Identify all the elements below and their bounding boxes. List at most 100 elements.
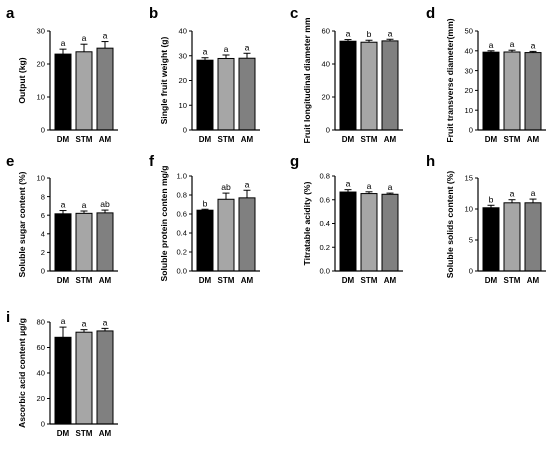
panel-letter: a xyxy=(6,5,15,22)
y-tick-label: 0 xyxy=(183,126,187,135)
bar-stm xyxy=(75,331,93,425)
bar-stm xyxy=(503,51,521,131)
bar-dm xyxy=(339,191,357,272)
category-label: STM xyxy=(76,429,93,438)
category-label: DM xyxy=(57,135,70,144)
y-tick-label: 5 xyxy=(469,236,473,245)
bar-am xyxy=(524,52,542,131)
category-label: AM xyxy=(384,135,397,144)
significance-label: a xyxy=(531,40,536,50)
category-label: STM xyxy=(504,135,521,144)
significance-label: a xyxy=(82,319,87,329)
y-tick-label: 30 xyxy=(179,51,187,60)
panel-letter: c xyxy=(290,5,298,22)
bar-dm xyxy=(482,51,500,131)
bar-dm xyxy=(54,213,72,272)
bar-stm xyxy=(217,198,235,272)
bar-am xyxy=(96,212,114,272)
y-tick-label: 20 xyxy=(37,60,45,69)
y-tick-label: 6 xyxy=(41,211,45,220)
panel-h: h b DM a STM a AM 0 5 10 15 Soluble solids content … xyxy=(426,153,546,285)
panel-letter: e xyxy=(6,153,14,170)
significance-label: a xyxy=(61,38,66,48)
y-tick-label: 20 xyxy=(179,76,187,85)
category-label: AM xyxy=(99,276,112,285)
significance-label: ab xyxy=(100,199,110,209)
y-tick-label: 40 xyxy=(322,60,330,69)
significance-label: a xyxy=(245,179,250,189)
y-tick-label: 0 xyxy=(41,267,45,276)
category-label: STM xyxy=(218,276,235,285)
y-tick-label: 10 xyxy=(465,205,473,214)
category-label: DM xyxy=(485,135,498,144)
bar-dm xyxy=(339,40,357,131)
y-tick-label: 0 xyxy=(469,267,473,276)
y-tick-label: 60 xyxy=(37,343,45,352)
bar-dm xyxy=(54,53,72,131)
category-label: STM xyxy=(504,276,521,285)
panel-d: d a DM a STM a AM 0 10 20 30 40 50 Fruit transverse d… xyxy=(426,5,546,144)
significance-label: b xyxy=(367,29,372,39)
y-tick-label: 0.2 xyxy=(319,243,330,252)
panel-letter: d xyxy=(426,5,435,22)
y-tick-label: 10 xyxy=(37,93,45,102)
significance-label: b xyxy=(203,198,208,208)
y-tick-label: 80 xyxy=(37,318,45,327)
panel-a: a a DM a STM a AM 0 10 20 30 Output (kg) xyxy=(6,5,118,144)
panel-b: b a DM a STM a AM 0 10 20 30 40 Single fruit weight … xyxy=(149,5,260,144)
significance-label: a xyxy=(388,182,393,192)
significance-label: a xyxy=(346,179,351,189)
significance-label: a xyxy=(103,31,108,41)
panel-g: g a DM a STM a AM 0.0 0.2 0.4 0.6 0.8 Titratable aci… xyxy=(290,153,403,285)
panel-letter: h xyxy=(426,153,435,170)
significance-label: a xyxy=(61,200,66,210)
significance-label: a xyxy=(103,317,108,327)
y-tick-label: 20 xyxy=(37,394,45,403)
y-tick-label: 0.4 xyxy=(319,219,330,228)
y-axis-title: Soluble solids content (%) xyxy=(445,171,455,279)
y-axis-title: Single fruit weight (g) xyxy=(159,36,169,124)
category-label: DM xyxy=(57,429,70,438)
y-tick-label: 20 xyxy=(465,86,473,95)
y-tick-label: 10 xyxy=(179,101,187,110)
y-axis-title: Output (kg) xyxy=(17,57,27,103)
significance-label: a xyxy=(367,181,372,191)
significance-label: a xyxy=(510,189,515,199)
y-tick-label: 0.0 xyxy=(176,267,187,276)
bar-am xyxy=(238,197,256,272)
significance-label: a xyxy=(82,33,87,43)
y-tick-label: 4 xyxy=(41,230,45,239)
panel-letter: i xyxy=(6,309,10,326)
category-label: DM xyxy=(57,276,70,285)
y-tick-label: 2 xyxy=(41,248,45,257)
panel-f: f b DM ab STM a AM 0.0 0.2 0.4 0.6 0.8 1.0 Soluble pr… xyxy=(149,153,260,285)
category-label: AM xyxy=(527,276,540,285)
category-label: AM xyxy=(99,429,112,438)
category-label: DM xyxy=(199,135,212,144)
significance-label: a xyxy=(224,44,229,54)
bar-dm xyxy=(196,209,214,272)
bar-stm xyxy=(75,51,93,131)
significance-label: a xyxy=(203,47,208,57)
y-tick-label: 0.6 xyxy=(176,210,187,219)
bar-am xyxy=(96,330,114,425)
y-tick-label: 1.0 xyxy=(176,172,187,181)
bar-dm xyxy=(54,336,72,425)
y-tick-label: 0.0 xyxy=(319,267,330,276)
y-tick-label: 0.6 xyxy=(319,195,330,204)
category-label: DM xyxy=(342,135,355,144)
category-label: DM xyxy=(342,276,355,285)
category-label: AM xyxy=(99,135,112,144)
bar-am xyxy=(96,47,114,131)
significance-label: ab xyxy=(221,182,231,192)
y-tick-label: 0 xyxy=(41,420,45,429)
y-axis-title: Fruit longitudinal diameter mm xyxy=(302,17,312,143)
y-tick-label: 0 xyxy=(326,126,330,135)
category-label: DM xyxy=(485,276,498,285)
y-tick-label: 0 xyxy=(41,126,45,135)
category-label: STM xyxy=(76,276,93,285)
y-tick-label: 20 xyxy=(322,93,330,102)
y-tick-label: 60 xyxy=(322,27,330,36)
y-tick-label: 0.8 xyxy=(176,191,187,200)
panel-letter: b xyxy=(149,5,158,22)
